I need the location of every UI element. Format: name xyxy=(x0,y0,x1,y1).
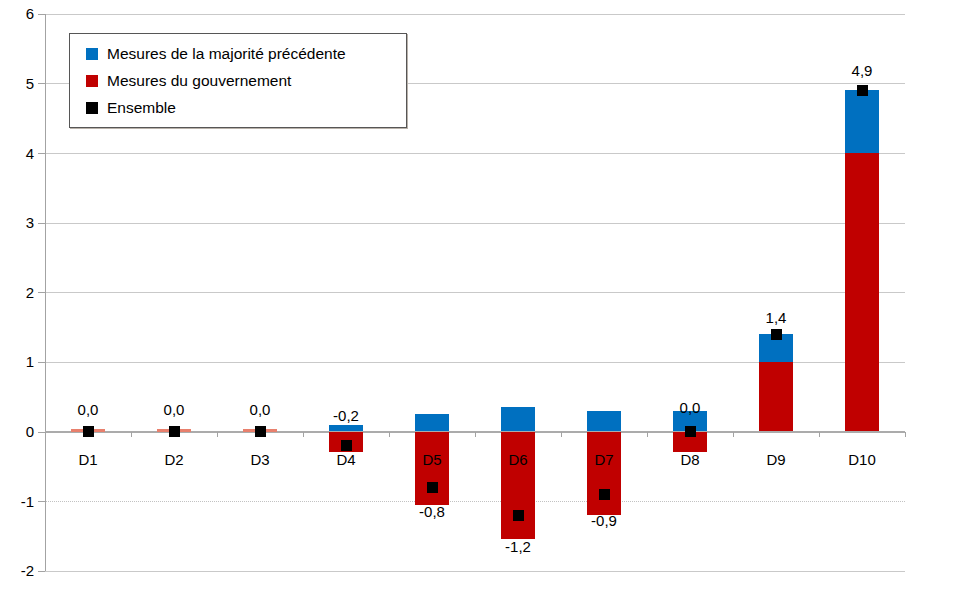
y-axis-tick-4 xyxy=(38,153,45,154)
gridline-6 xyxy=(45,14,905,15)
bar-gouvernement-D9 xyxy=(759,362,793,432)
red-square-icon xyxy=(86,75,98,87)
data-label-D9: 1,4 xyxy=(746,310,806,326)
x-axis-tick-1 xyxy=(131,432,132,437)
y-tick-label--2: -2 xyxy=(0,563,34,578)
gridline-2 xyxy=(45,292,905,293)
bar-gouvernement-D6 xyxy=(501,432,535,540)
y-tick-label-3: 3 xyxy=(0,215,34,230)
legend-item-majorite-precedente: Mesures de la majorité précédente xyxy=(86,46,406,62)
x-tick-label-D3: D3 xyxy=(235,452,285,468)
data-label-D4: -0,2 xyxy=(316,408,376,424)
ensemble-marker-D10 xyxy=(857,85,868,96)
y-tick-label-0: 0 xyxy=(0,424,34,439)
x-axis-tick-0 xyxy=(45,432,46,437)
bar-majorite-precedente-D6 xyxy=(501,407,535,431)
chart: 6 5 4 3 2 1 0 -1 -2 D1 D2 D3 D4 D5 D6 D7 D8 D9 D10 0,0 0,0… xyxy=(0,0,964,590)
x-axis-tick-9 xyxy=(819,432,820,437)
legend-label: Ensemble xyxy=(107,100,176,116)
chart-legend: Mesures de la majorité précédente Mesure… xyxy=(69,33,407,128)
x-tick-label-D5: D5 xyxy=(407,452,457,468)
x-tick-label-D6: D6 xyxy=(493,452,543,468)
bar-gouvernement-D5 xyxy=(415,432,449,505)
y-axis-tick-2 xyxy=(38,292,45,293)
data-label-D7: -0,9 xyxy=(574,513,634,529)
ensemble-marker-D2 xyxy=(169,426,180,437)
legend-label: Mesures de la majorité précédente xyxy=(107,46,346,62)
y-axis-tick-3 xyxy=(38,223,45,224)
x-axis-tick-5 xyxy=(475,432,476,437)
ensemble-marker-D5 xyxy=(427,482,438,493)
bar-gouvernement-D10 xyxy=(845,153,879,431)
x-tick-label-D4: D4 xyxy=(321,452,371,468)
gridline-4 xyxy=(45,153,905,154)
y-tick-label-4: 4 xyxy=(0,146,34,161)
legend-item-ensemble: Ensemble xyxy=(86,100,406,116)
ensemble-marker-D6 xyxy=(513,510,524,521)
ensemble-marker-D9 xyxy=(771,329,782,340)
x-tick-label-D10: D10 xyxy=(837,452,887,468)
legend-item-gouvernement: Mesures du gouvernement xyxy=(86,73,406,89)
legend-label: Mesures du gouvernement xyxy=(107,73,291,89)
ensemble-marker-D8 xyxy=(685,426,696,437)
y-axis-tick-0 xyxy=(38,432,45,433)
y-tick-label-6: 6 xyxy=(0,6,34,21)
ensemble-marker-D4 xyxy=(341,440,352,451)
data-label-D8: 0,0 xyxy=(660,400,720,416)
data-label-D1: 0,0 xyxy=(58,402,118,418)
y-axis-line xyxy=(45,14,46,571)
gridline-3 xyxy=(45,223,905,224)
data-label-D2: 0,0 xyxy=(144,402,204,418)
data-label-D10: 4,9 xyxy=(832,63,892,79)
bar-majorite-precedente-D5 xyxy=(415,414,449,431)
data-label-D5: -0,8 xyxy=(402,504,462,520)
y-tick-label-5: 5 xyxy=(0,76,34,91)
y-tick-label--1: -1 xyxy=(0,494,34,509)
x-axis-tick-10 xyxy=(905,432,906,437)
x-tick-label-D9: D9 xyxy=(751,452,801,468)
x-axis-tick-7 xyxy=(647,432,648,437)
bar-gouvernement-D7 xyxy=(587,432,621,516)
x-axis-tick-2 xyxy=(217,432,218,437)
x-axis-tick-6 xyxy=(561,432,562,437)
bar-majorite-precedente-D7 xyxy=(587,411,621,432)
x-tick-label-D7: D7 xyxy=(579,452,629,468)
gridline--1 xyxy=(45,501,905,502)
y-axis-tick--2 xyxy=(38,571,45,572)
y-tick-label-1: 1 xyxy=(0,354,34,369)
data-label-D6: -1,2 xyxy=(488,539,548,555)
x-tick-label-D1: D1 xyxy=(63,452,113,468)
y-axis-tick--1 xyxy=(38,501,45,502)
bar-majorite-precedente-D10 xyxy=(845,90,879,153)
gridline--2 xyxy=(45,571,905,572)
data-label-D3: 0,0 xyxy=(230,402,290,418)
bar-majorite-precedente-D4 xyxy=(329,425,363,432)
y-axis-tick-5 xyxy=(38,83,45,84)
y-tick-label-2: 2 xyxy=(0,285,34,300)
blue-square-icon xyxy=(86,48,98,60)
y-axis-tick-6 xyxy=(38,14,45,15)
ensemble-marker-D7 xyxy=(599,489,610,500)
ensemble-marker-D3 xyxy=(255,426,266,437)
y-axis-tick-1 xyxy=(38,362,45,363)
x-tick-label-D2: D2 xyxy=(149,452,199,468)
x-axis-tick-8 xyxy=(733,432,734,437)
ensemble-marker-D1 xyxy=(83,426,94,437)
x-axis-tick-4 xyxy=(389,432,390,437)
x-axis-tick-3 xyxy=(303,432,304,437)
black-square-icon xyxy=(86,102,98,114)
x-tick-label-D8: D8 xyxy=(665,452,715,468)
